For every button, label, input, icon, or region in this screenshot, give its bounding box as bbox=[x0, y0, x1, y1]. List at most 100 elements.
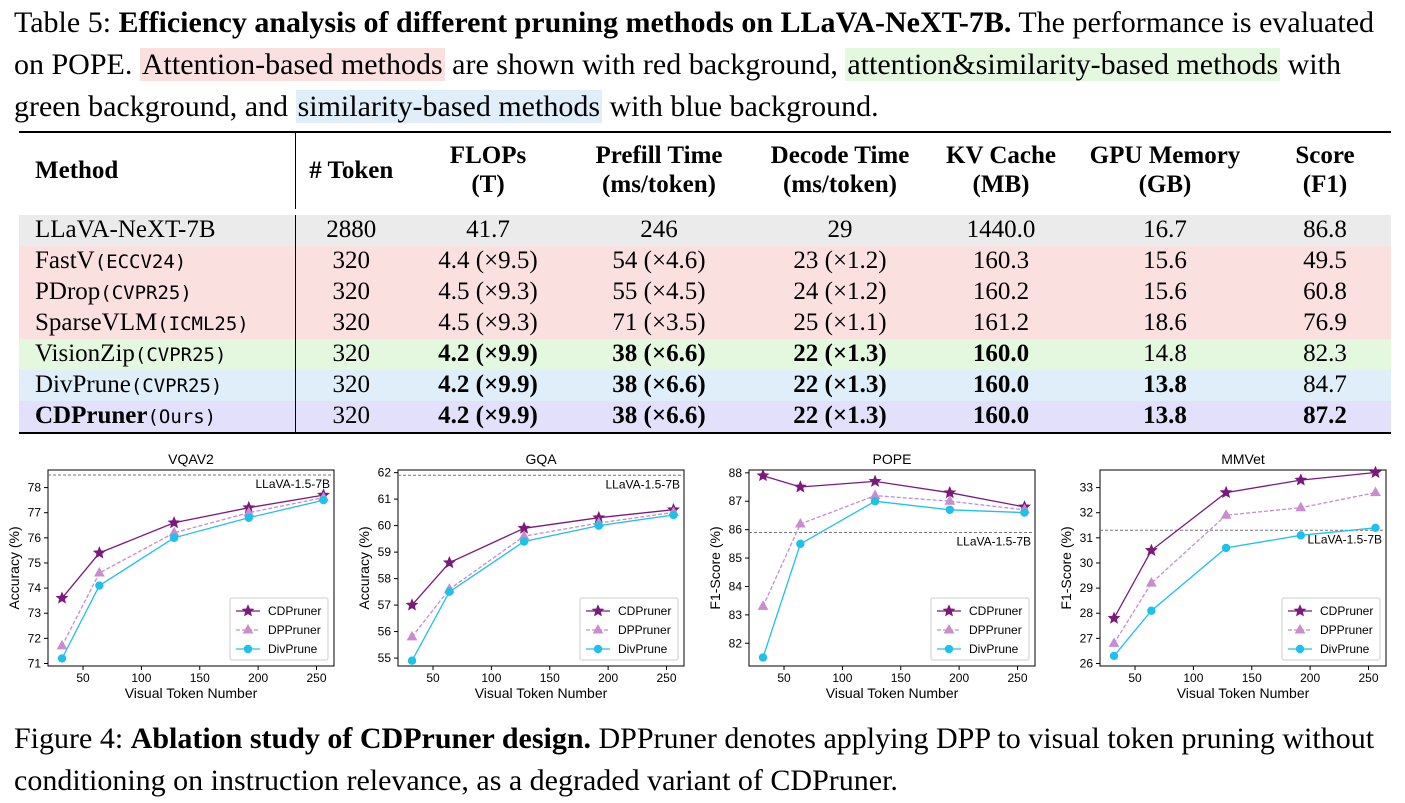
figure-caption-text: DPPruner denotes applying DPP to visual … bbox=[14, 722, 1375, 797]
legend-box bbox=[930, 597, 1030, 661]
data-point-divprune bbox=[796, 539, 805, 549]
data-point-divprune bbox=[519, 537, 529, 546]
data-point-cdpruner bbox=[405, 598, 419, 611]
cell-prefill: 38 (×6.6) bbox=[569, 338, 749, 370]
data-point-dppruner bbox=[1370, 486, 1381, 497]
y-tick-label: 55 bbox=[378, 651, 392, 665]
legend-label: DivPrune bbox=[618, 642, 668, 656]
chart-pope-svg: POPE LLaVA-1.5-7B 50 100 150 200 250 82 83 84 85 86… bbox=[707, 451, 1036, 701]
data-point-cdpruner bbox=[55, 591, 69, 604]
y-axis-label: Accuracy (%) bbox=[6, 526, 22, 609]
cell-flops: 4.5 (×9.3) bbox=[407, 276, 569, 308]
data-point-dppruner bbox=[1295, 501, 1307, 512]
x-tick-label: 50 bbox=[426, 671, 440, 685]
highlight-attention-similarity: attention&similarity-based methods bbox=[845, 48, 1281, 81]
cell-score: 87.2 bbox=[1259, 400, 1391, 433]
table-caption-text3: with green background, and bbox=[14, 48, 1341, 123]
y-tick-label: 28 bbox=[1080, 606, 1094, 620]
cell-flops: 41.7 bbox=[407, 209, 569, 246]
y-tick-label: 87 bbox=[729, 494, 743, 508]
header-gpu-memory: GPU Memory (GB) bbox=[1089, 142, 1241, 198]
cell-score: 76.9 bbox=[1259, 307, 1391, 339]
y-tick-label: 60 bbox=[378, 519, 392, 533]
legend-marker bbox=[1294, 623, 1306, 634]
x-tick-label: 250 bbox=[1007, 671, 1027, 685]
highlight-similarity: similarity-based methods bbox=[295, 90, 603, 123]
x-tick-label: 200 bbox=[949, 671, 969, 685]
cell-decode: 25 (×1.1) bbox=[749, 307, 931, 339]
cell-kv: 160.0 bbox=[931, 369, 1071, 401]
x-axis-label: Visual Token Number bbox=[125, 685, 258, 701]
chart-vqav2: VQAV2 LLaVA-1.5-7B 50 100 150 200 250 71 72 73 74 7… bbox=[6, 446, 341, 704]
data-point-cdpruner bbox=[756, 468, 770, 482]
header-decode: Decode Time (ms/token) bbox=[770, 142, 910, 198]
plot-frame bbox=[748, 469, 1036, 667]
cell-flops: 4.2 (×9.9) bbox=[407, 369, 569, 401]
cell-method: VisionZip(CVPR25) bbox=[19, 338, 296, 370]
table-row: VisionZip(CVPR25) 320 4.2 (×9.9) 38 (×6.… bbox=[19, 338, 1391, 370]
chart-title: VQAV2 bbox=[168, 451, 214, 467]
legend-marker bbox=[591, 604, 605, 617]
data-point-cdpruner bbox=[442, 555, 456, 569]
data-point-divprune bbox=[1221, 543, 1231, 553]
table-row: FastV(ECCV24) 320 4.4 (×9.5) 54 (×4.6) 2… bbox=[19, 245, 1391, 277]
data-point-dppruner bbox=[94, 567, 105, 577]
cell-kv: 160.3 bbox=[931, 245, 1071, 277]
data-point-divprune bbox=[445, 587, 454, 597]
table-row: SparseVLM(ICML25) 320 4.5 (×9.3) 71 (×3.… bbox=[19, 307, 1391, 339]
data-point-cdpruner bbox=[92, 546, 106, 559]
cell-method: PDrop(CVPR25) bbox=[19, 276, 296, 308]
cell-score: 86.8 bbox=[1259, 209, 1391, 246]
table-row: CDPruner(Ours) 320 4.2 (×9.9) 38 (×6.6) … bbox=[19, 400, 1391, 433]
data-point-dppruner bbox=[1108, 637, 1120, 647]
cell-decode: 29 bbox=[749, 209, 931, 246]
cell-method: DivPrune(CVPR25) bbox=[19, 369, 296, 401]
legend-marker bbox=[243, 644, 253, 654]
x-tick-label: 150 bbox=[891, 671, 911, 685]
cell-tokens: 320 bbox=[295, 245, 407, 277]
figure-caption-title: Ablation study of CDPruner design. bbox=[130, 722, 592, 755]
legend-marker bbox=[1293, 604, 1307, 617]
legend-label: CDPruner bbox=[969, 604, 1022, 618]
x-tick-label: 250 bbox=[1358, 671, 1378, 685]
cell-gpu: 14.8 bbox=[1071, 338, 1259, 370]
cell-score: 82.3 bbox=[1259, 338, 1391, 370]
legend-label: DPPruner bbox=[268, 623, 321, 637]
table-caption-text1: The performance is evaluated on POPE. bbox=[14, 6, 1375, 81]
data-point-cdpruner bbox=[167, 515, 181, 529]
data-point-dppruner bbox=[944, 495, 956, 505]
reference-label: LLaVA-1.5-7B bbox=[957, 534, 1032, 548]
data-point-divprune bbox=[169, 533, 179, 543]
header-token: # Token bbox=[309, 156, 394, 184]
reference-label: LLaVA-1.5-7B bbox=[606, 477, 681, 491]
y-tick-label: 33 bbox=[1080, 481, 1094, 495]
series-line-cdpruner bbox=[762, 475, 1025, 508]
y-tick-label: 78 bbox=[28, 481, 42, 495]
chart-gqa: GQA LLaVA-1.5-7B 50 100 150 200 250 55 56 57 58 59 6… bbox=[356, 446, 691, 704]
data-point-divprune bbox=[407, 656, 417, 665]
legend-label: DivPrune bbox=[969, 642, 1019, 656]
y-tick-label: 71 bbox=[28, 656, 42, 670]
cell-flops: 4.5 (×9.3) bbox=[407, 307, 569, 339]
y-tick-label: 29 bbox=[1080, 581, 1094, 595]
x-tick-label: 100 bbox=[131, 671, 151, 685]
x-axis-label: Visual Token Number bbox=[826, 685, 959, 701]
y-tick-label: 27 bbox=[1080, 631, 1094, 645]
legend-marker bbox=[242, 623, 254, 634]
legend-label: DPPruner bbox=[1320, 623, 1373, 637]
y-tick-label: 26 bbox=[1080, 656, 1094, 670]
cell-decode: 22 (×1.3) bbox=[749, 400, 931, 433]
chart-mmvet: MMVet LLaVA-1.5-7B 50 100 150 200 250 26 27 28 29 3… bbox=[1058, 446, 1393, 704]
plot-frame bbox=[397, 469, 685, 667]
x-tick-label: 250 bbox=[656, 671, 676, 685]
y-tick-label: 72 bbox=[28, 631, 42, 645]
y-tick-label: 86 bbox=[729, 523, 743, 537]
y-tick-label: 76 bbox=[28, 531, 42, 545]
y-tick-label: 84 bbox=[729, 579, 743, 593]
cell-kv: 160.2 bbox=[931, 276, 1071, 308]
y-tick-label: 61 bbox=[378, 492, 392, 506]
x-tick-label: 200 bbox=[598, 671, 618, 685]
data-point-divprune bbox=[57, 654, 67, 663]
cell-decode: 24 (×1.2) bbox=[749, 276, 931, 308]
data-point-cdpruner bbox=[868, 474, 882, 487]
